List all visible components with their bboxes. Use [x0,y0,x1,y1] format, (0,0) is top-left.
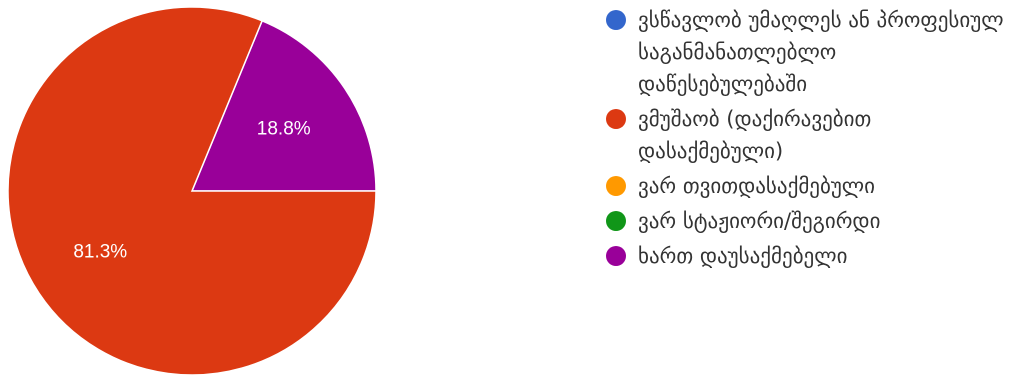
legend-marker [606,246,626,266]
legend-marker [606,109,626,129]
legend-marker [606,211,626,231]
legend-label: ვარ სტაჟიორი/შეგირდი [638,209,881,233]
legend-item[interactable]: ვარ სტაჟიორი/შეგირდი [606,205,1006,237]
legend-item[interactable]: ხართ დაუსაქმებელი [606,240,1006,272]
legend-item[interactable]: ვარ თვითდასაქმებული [606,170,1006,202]
legend-marker [606,176,626,196]
pie-chart: 18.8% 81.3% [7,6,377,376]
legend-marker [606,10,626,30]
slice-value-label: 18.8% [257,119,311,140]
legend-item[interactable]: ვსწავლობ უმაღლეს ან პროფესიულ საგანმანათ… [606,4,1006,100]
legend-label: ვსწავლობ უმაღლეს ან პროფესიულ საგანმანათ… [638,8,1004,96]
legend-item[interactable]: ვმუშაობ (დაქირავებით დასაქმებული) [606,103,1006,167]
pie-slice[interactable] [7,6,377,376]
slice-value-label: 81.3% [73,241,127,262]
pie-slice[interactable] [190,19,377,192]
legend-label: ხართ დაუსაქმებელი [638,244,848,268]
legend-label: ვარ თვითდასაქმებული [638,174,876,198]
legend: ვსწავლობ უმაღლეს ან პროფესიულ საგანმანათ… [606,4,1006,275]
legend-label: ვმუშაობ (დაქირავებით დასაქმებული) [638,107,872,163]
